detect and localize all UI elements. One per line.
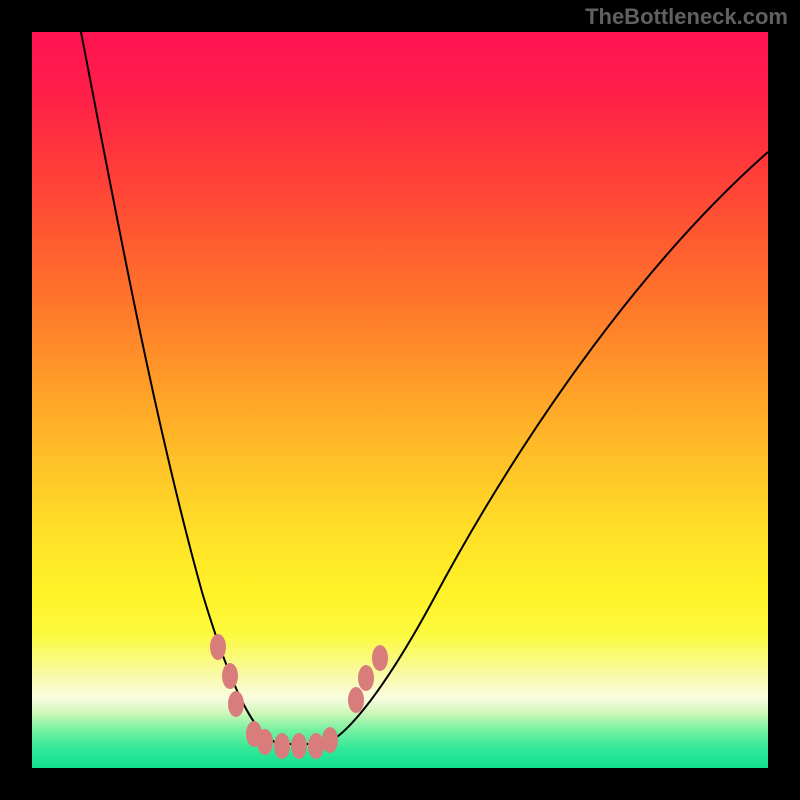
curve-marker: [322, 727, 338, 753]
curve-marker: [358, 665, 374, 691]
curve-marker: [291, 733, 307, 759]
curve-marker: [274, 733, 290, 759]
plot-area: [32, 32, 768, 768]
curve-marker: [257, 729, 273, 755]
curve-marker: [308, 733, 324, 759]
curve-marker: [228, 691, 244, 717]
curve-marker: [348, 687, 364, 713]
plot-svg: [32, 32, 768, 768]
curve-marker: [222, 663, 238, 689]
curve-marker: [210, 634, 226, 660]
chart-canvas: TheBottleneck.com: [0, 0, 800, 800]
curve-marker: [372, 645, 388, 671]
watermark-text: TheBottleneck.com: [585, 4, 788, 30]
